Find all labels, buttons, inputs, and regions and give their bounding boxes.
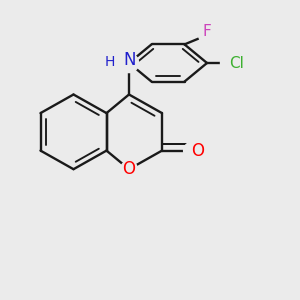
Circle shape (184, 142, 200, 159)
Circle shape (121, 161, 137, 178)
Text: F: F (202, 24, 211, 39)
Circle shape (199, 27, 215, 44)
Text: O: O (191, 142, 204, 160)
Circle shape (220, 51, 244, 75)
Text: H: H (104, 55, 115, 69)
Text: O: O (122, 160, 136, 178)
Text: Cl: Cl (229, 56, 244, 70)
Circle shape (119, 53, 139, 73)
Text: N: N (124, 51, 136, 69)
